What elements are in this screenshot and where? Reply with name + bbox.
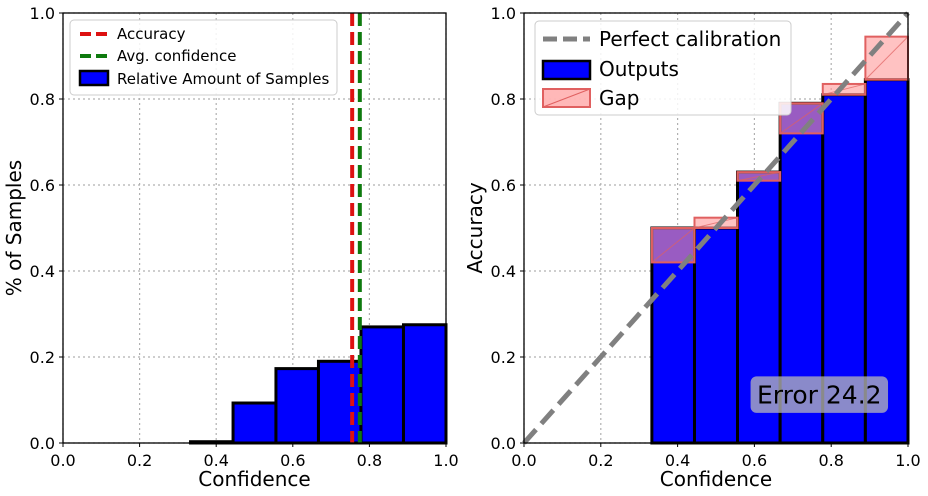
y-axis-label: % of Samples — [2, 160, 26, 296]
legend-calibration-label: Perfect calibration — [599, 27, 781, 51]
legend-avg-confidence-label: Avg. confidence — [117, 47, 236, 65]
x-tick-label: 0.8 — [357, 451, 382, 470]
gap-hatch — [694, 217, 738, 229]
legend-samples-label: Relative Amount of Samples — [117, 70, 329, 88]
legend-box — [69, 19, 338, 96]
x-tick-label: 1.0 — [433, 451, 458, 470]
x-tick-label: 0.0 — [511, 451, 536, 470]
x-tick-label: 0.6 — [280, 451, 305, 470]
x-tick-label: 1.0 — [895, 451, 920, 470]
x-tick-label: 0.0 — [50, 451, 75, 470]
x-axis-label: Confidence — [660, 467, 772, 491]
reliability-panel: Error 24.2 0.0 0.2 0.4 0.6 0.8 1.0 0.0 0.2 0.4 0.6… — [463, 4, 921, 491]
x-tick-label: 0.8 — [818, 451, 843, 470]
sample-bar — [274, 367, 320, 445]
x-tick-label: 0.2 — [127, 451, 152, 470]
y-tick-label: 0.4 — [30, 262, 55, 281]
y-tick-label: 0.6 — [30, 176, 55, 195]
legend-box — [534, 20, 792, 116]
legend-gap-hatch — [542, 88, 591, 108]
x-tick-label: 0.4 — [665, 451, 690, 470]
y-tick-label: 1.0 — [30, 4, 55, 23]
y-tick-label: 0.0 — [491, 434, 516, 453]
x-axis-label: Confidence — [198, 467, 310, 491]
y-tick-label: 1.0 — [491, 4, 516, 23]
y-tick-label: 0.4 — [491, 262, 516, 281]
sample-bar — [316, 359, 363, 445]
sample-bar — [231, 401, 278, 445]
legend-outputs-swatch — [541, 59, 592, 81]
legend-samples-swatch — [78, 69, 110, 87]
y-tick-label: 0.8 — [30, 90, 55, 109]
sample-bar — [401, 323, 448, 445]
y-tick-label: 0.8 — [491, 90, 516, 109]
output-bar — [692, 226, 740, 445]
y-axis-label: Accuracy — [463, 182, 487, 273]
legend-gap-label: Gap — [599, 86, 639, 110]
perfect-calibration-line — [522, 11, 910, 445]
gap-hatch — [779, 102, 824, 134]
gap-hatch — [822, 83, 866, 96]
gap-hatch — [651, 227, 695, 263]
y-tick-label: 0.2 — [491, 348, 516, 367]
sample-bar — [359, 325, 405, 445]
axes-frame — [523, 12, 909, 444]
error-annotation: Error 24.2 — [757, 381, 882, 410]
x-tick-label: 0.6 — [742, 451, 767, 470]
x-tick-label: 0.4 — [203, 451, 228, 470]
legend-accuracy-label: Accuracy — [117, 25, 186, 43]
x-tick-label: 0.2 — [588, 451, 613, 470]
legend-outputs-label: Outputs — [599, 57, 679, 81]
y-tick-label: 0.2 — [30, 348, 55, 367]
histogram-panel: 0.0 0.2 0.4 0.6 0.8 1.0 0.0 0.2 0.4 0.6 0.8 1.0 Conf… — [2, 4, 459, 491]
y-tick-label: 0.0 — [30, 434, 55, 453]
gap-hatch — [865, 36, 909, 81]
axes-frame — [62, 12, 447, 444]
y-tick-label: 0.6 — [491, 176, 516, 195]
error-box — [750, 376, 889, 413]
